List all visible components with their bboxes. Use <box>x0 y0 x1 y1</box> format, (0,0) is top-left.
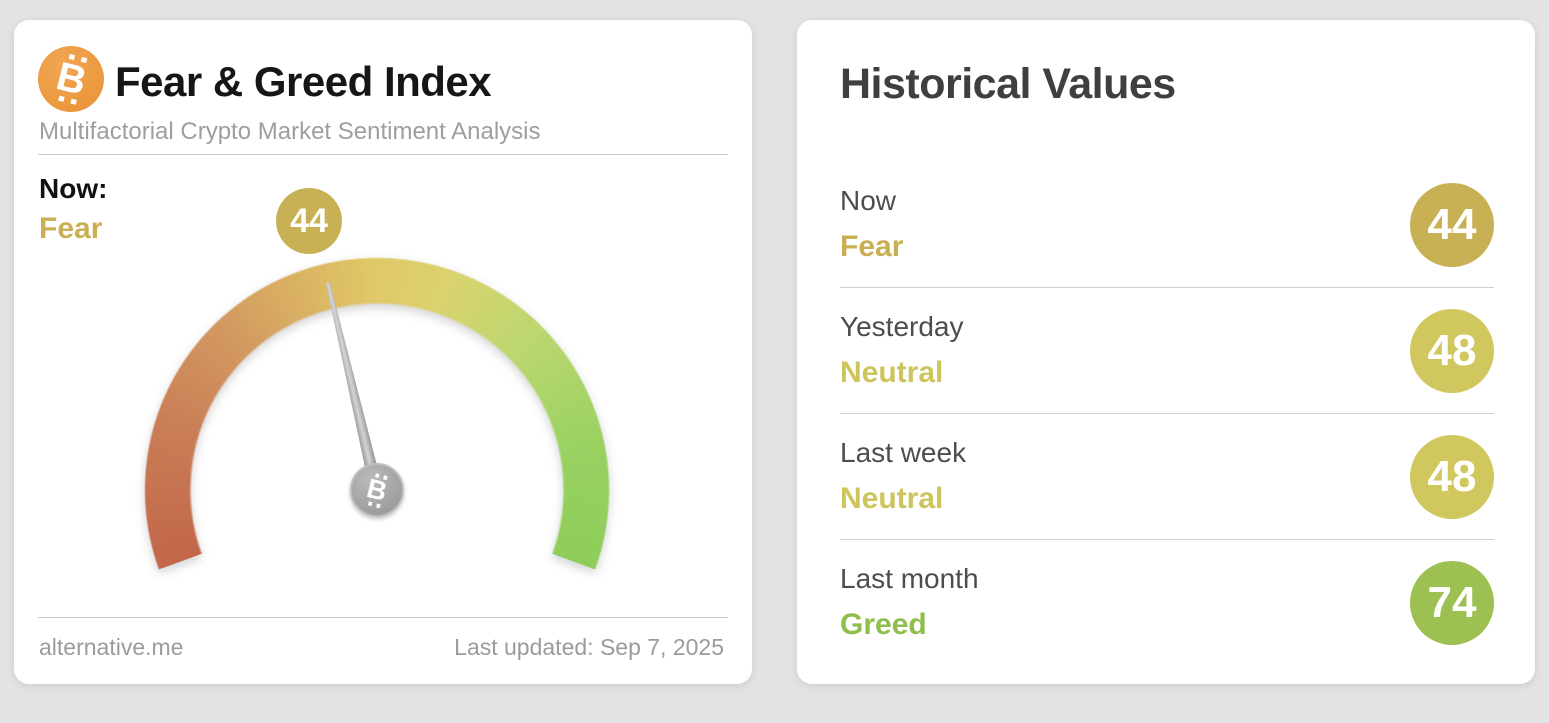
gauge-hub: B <box>350 463 404 517</box>
last-updated-text: Last updated: Sep 7, 2025 <box>454 634 724 660</box>
now-sentiment: Fear <box>39 212 103 245</box>
historical-values-card: Historical Values Now Fear 44 Yesterday … <box>797 20 1535 684</box>
fear-greed-card: B Fear & Greed Index Multifactorial Cryp… <box>14 20 752 723</box>
row-sentiment: Neutral <box>840 482 944 515</box>
bitcoin-symbol: B <box>51 54 91 104</box>
historical-row-yesterday: Yesterday Neutral 48 <box>840 288 1494 414</box>
header-divider <box>38 154 728 155</box>
row-value-badge: 74 <box>1410 560 1494 645</box>
row-period-label: Last week <box>840 437 967 468</box>
row-period-label: Now <box>840 185 897 216</box>
row-sentiment: Greed <box>840 608 927 641</box>
row-value-badge: 48 <box>1410 434 1494 519</box>
row-value-badge: 44 <box>1410 182 1494 267</box>
row-value-badge: 48 <box>1410 308 1494 393</box>
gauge-value-badge: 44 <box>276 188 342 254</box>
row-period-label: Last month <box>840 563 979 594</box>
card-title: Fear & Greed Index <box>115 58 492 105</box>
row-sentiment: Neutral <box>840 356 944 389</box>
bitcoin-logo-icon: B <box>38 46 104 112</box>
row-sentiment: Fear <box>840 230 904 263</box>
historical-row-last-week: Last week Neutral 48 <box>840 414 1494 540</box>
row-period-label: Yesterday <box>840 311 964 342</box>
footer-divider <box>38 617 728 618</box>
historical-title: Historical Values <box>840 60 1176 108</box>
historical-row-last-month: Last month Greed 74 <box>840 540 1494 665</box>
historical-rows: Now Fear 44 Yesterday Neutral 48 Last we… <box>840 162 1494 665</box>
source-link[interactable]: alternative.me <box>39 634 184 660</box>
historical-row-now: Now Fear 44 <box>840 162 1494 288</box>
now-label: Now: <box>39 173 108 204</box>
card-footer: alternative.me Last updated: Sep 7, 2025 <box>39 634 724 661</box>
card-subtitle: Multifactorial Crypto Market Sentiment A… <box>39 118 541 145</box>
bitcoin-symbol: B <box>364 472 391 507</box>
